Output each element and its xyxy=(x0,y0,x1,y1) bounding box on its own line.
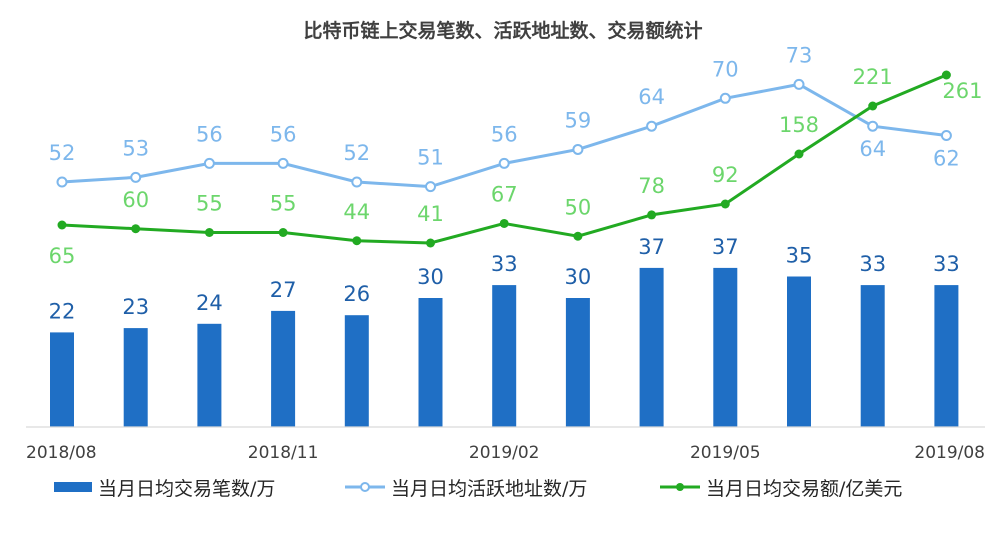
addresses-label-3: 56 xyxy=(270,122,297,146)
addresses-label-0: 52 xyxy=(49,141,76,165)
volume-label-8: 78 xyxy=(638,174,665,198)
volume-label-12: 261 xyxy=(942,79,982,103)
bar-2 xyxy=(197,323,222,427)
bar-8 xyxy=(639,267,664,427)
addresses-label-12: 62 xyxy=(933,147,960,171)
volume-point-11 xyxy=(868,101,878,111)
volume-label-1: 60 xyxy=(122,188,149,212)
volume-label-10: 158 xyxy=(779,113,819,137)
bar-label-9: 37 xyxy=(712,235,739,259)
volume-point-6 xyxy=(499,218,509,228)
bar-label-2: 24 xyxy=(196,291,223,315)
addresses-point-1 xyxy=(130,171,142,183)
legend-bar-swatch xyxy=(54,482,92,492)
bar-label-4: 26 xyxy=(343,282,370,306)
volume-point-4 xyxy=(352,236,362,246)
x-tick-12: 2019/08 xyxy=(914,443,985,463)
legend-item-addresses: 当月日均活跃地址数/万 xyxy=(345,474,587,500)
addresses-point-7 xyxy=(572,143,584,155)
legend-label-bar: 当月日均交易笔数/万 xyxy=(98,477,276,500)
bar-label-10: 35 xyxy=(786,244,813,268)
addresses-point-0 xyxy=(56,176,68,188)
bar-label-0: 22 xyxy=(49,299,76,323)
addresses-point-2 xyxy=(203,157,215,169)
bar-3 xyxy=(271,310,296,427)
addresses-label-1: 53 xyxy=(122,136,149,160)
x-tick-6: 2019/02 xyxy=(469,443,540,463)
bar-4 xyxy=(344,315,369,427)
volume-point-0 xyxy=(57,220,67,230)
volume-label-5: 41 xyxy=(417,202,444,226)
addresses-label-6: 56 xyxy=(491,122,518,146)
addresses-point-10 xyxy=(793,78,805,90)
legend-label-volume: 当月日均交易额/亿美元 xyxy=(706,477,903,500)
volume-point-9 xyxy=(720,199,730,209)
bar-12 xyxy=(934,285,959,427)
addresses-label-9: 70 xyxy=(712,57,739,81)
bar-label-3: 27 xyxy=(270,278,297,302)
volume-point-7 xyxy=(573,231,583,241)
addresses-label-8: 64 xyxy=(638,85,665,109)
addresses-point-12 xyxy=(940,130,952,141)
addresses-point-11 xyxy=(867,120,879,132)
addresses-label-2: 56 xyxy=(196,122,223,146)
volume-point-5 xyxy=(426,238,435,248)
bar-label-7: 30 xyxy=(565,265,592,289)
bar-5 xyxy=(418,298,443,427)
volume-point-12 xyxy=(941,70,951,80)
volume-label-2: 55 xyxy=(196,192,223,216)
legend-item-bar: 当月日均交易笔数/万 xyxy=(54,474,275,500)
bar-label-6: 33 xyxy=(491,252,518,276)
bar-0 xyxy=(50,332,74,427)
volume-point-1 xyxy=(131,224,141,234)
bar-label-11: 33 xyxy=(859,252,886,276)
volume-label-7: 50 xyxy=(565,195,592,219)
bar-11 xyxy=(860,285,885,427)
volume-point-3 xyxy=(278,228,288,237)
bar-6 xyxy=(492,285,517,427)
addresses-label-10: 73 xyxy=(786,43,813,67)
addresses-label-4: 52 xyxy=(343,141,370,165)
volume-label-9: 92 xyxy=(712,163,739,187)
addresses-point-6 xyxy=(498,157,510,169)
bar-9 xyxy=(713,267,738,427)
bar-label-1: 23 xyxy=(122,295,149,319)
addresses-label-5: 51 xyxy=(417,146,444,170)
volume-label-11: 221 xyxy=(853,65,893,89)
volume-point-10 xyxy=(794,149,804,159)
legend-addresses-swatch xyxy=(345,482,385,492)
addresses-point-8 xyxy=(646,120,658,132)
bar-label-5: 30 xyxy=(417,265,444,289)
addresses-point-3 xyxy=(277,157,289,169)
bar-10 xyxy=(787,276,811,427)
legend-label-addresses: 当月日均活跃地址数/万 xyxy=(391,477,588,500)
addresses-point-4 xyxy=(351,176,363,188)
addresses-label-11: 64 xyxy=(859,137,886,161)
volume-label-4: 44 xyxy=(343,200,370,224)
legend-volume-swatch xyxy=(660,483,700,491)
x-tick-9: 2019/05 xyxy=(690,443,761,463)
volume-label-6: 67 xyxy=(491,182,518,206)
x-tick-3: 2018/11 xyxy=(248,443,319,463)
x-tick-0: 2018/08 xyxy=(26,443,97,463)
volume-point-8 xyxy=(647,210,657,220)
chart-title: 比特币链上交易笔数、活跃地址数、交易额统计 xyxy=(303,20,703,42)
addresses-label-7: 59 xyxy=(565,108,592,132)
bar-7 xyxy=(565,298,590,427)
addresses-point-9 xyxy=(719,92,731,104)
volume-label-3: 55 xyxy=(270,192,297,216)
bar-1 xyxy=(123,328,148,427)
bar-label-12: 33 xyxy=(933,252,960,276)
bar-label-8: 37 xyxy=(638,235,665,259)
volume-label-0: 65 xyxy=(49,244,76,268)
legend-item-volume: 当月日均交易额/亿美元 xyxy=(660,474,902,500)
volume-point-2 xyxy=(204,228,214,237)
addresses-point-5 xyxy=(425,181,436,193)
